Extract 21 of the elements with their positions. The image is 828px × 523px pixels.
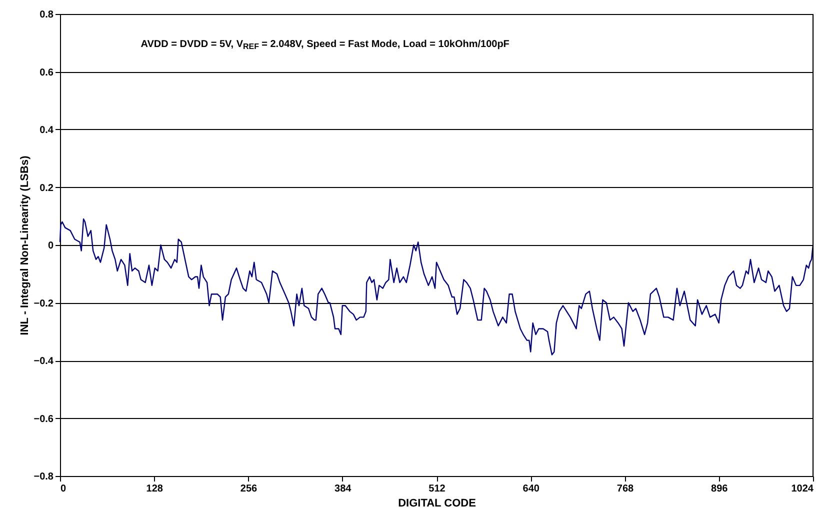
line-series: [59, 218, 814, 356]
x-tick-label: 128: [146, 484, 164, 494]
y-tick-label: −0.6: [34, 414, 54, 425]
y-tick-label: 0.4: [40, 125, 54, 136]
x-tick-label: 1024: [791, 484, 814, 494]
y-tick-label: 0.8: [40, 10, 54, 20]
x-tick-label: 768: [616, 484, 634, 494]
y-tick-label: 0.2: [40, 182, 54, 194]
y-axis-title: INL - Integral Non-Linearity (LSBs): [18, 155, 31, 336]
x-tick-label: 896: [711, 484, 728, 494]
x-tick-label: 0: [60, 484, 66, 494]
y-tick-label: 0.6: [40, 67, 54, 78]
x-tick-label: 640: [522, 484, 540, 494]
y-tick-label: −0.4: [34, 356, 54, 367]
x-tick-label: 384: [334, 484, 352, 494]
y-tick-label: 0: [48, 240, 54, 252]
x-tick-label: 512: [428, 484, 446, 494]
x-axis-title: DIGITAL CODE: [398, 498, 476, 510]
y-tick-label: −0.8: [34, 472, 54, 482]
y-tick-label: −0.2: [34, 298, 54, 310]
x-tick-label: 256: [240, 484, 258, 494]
